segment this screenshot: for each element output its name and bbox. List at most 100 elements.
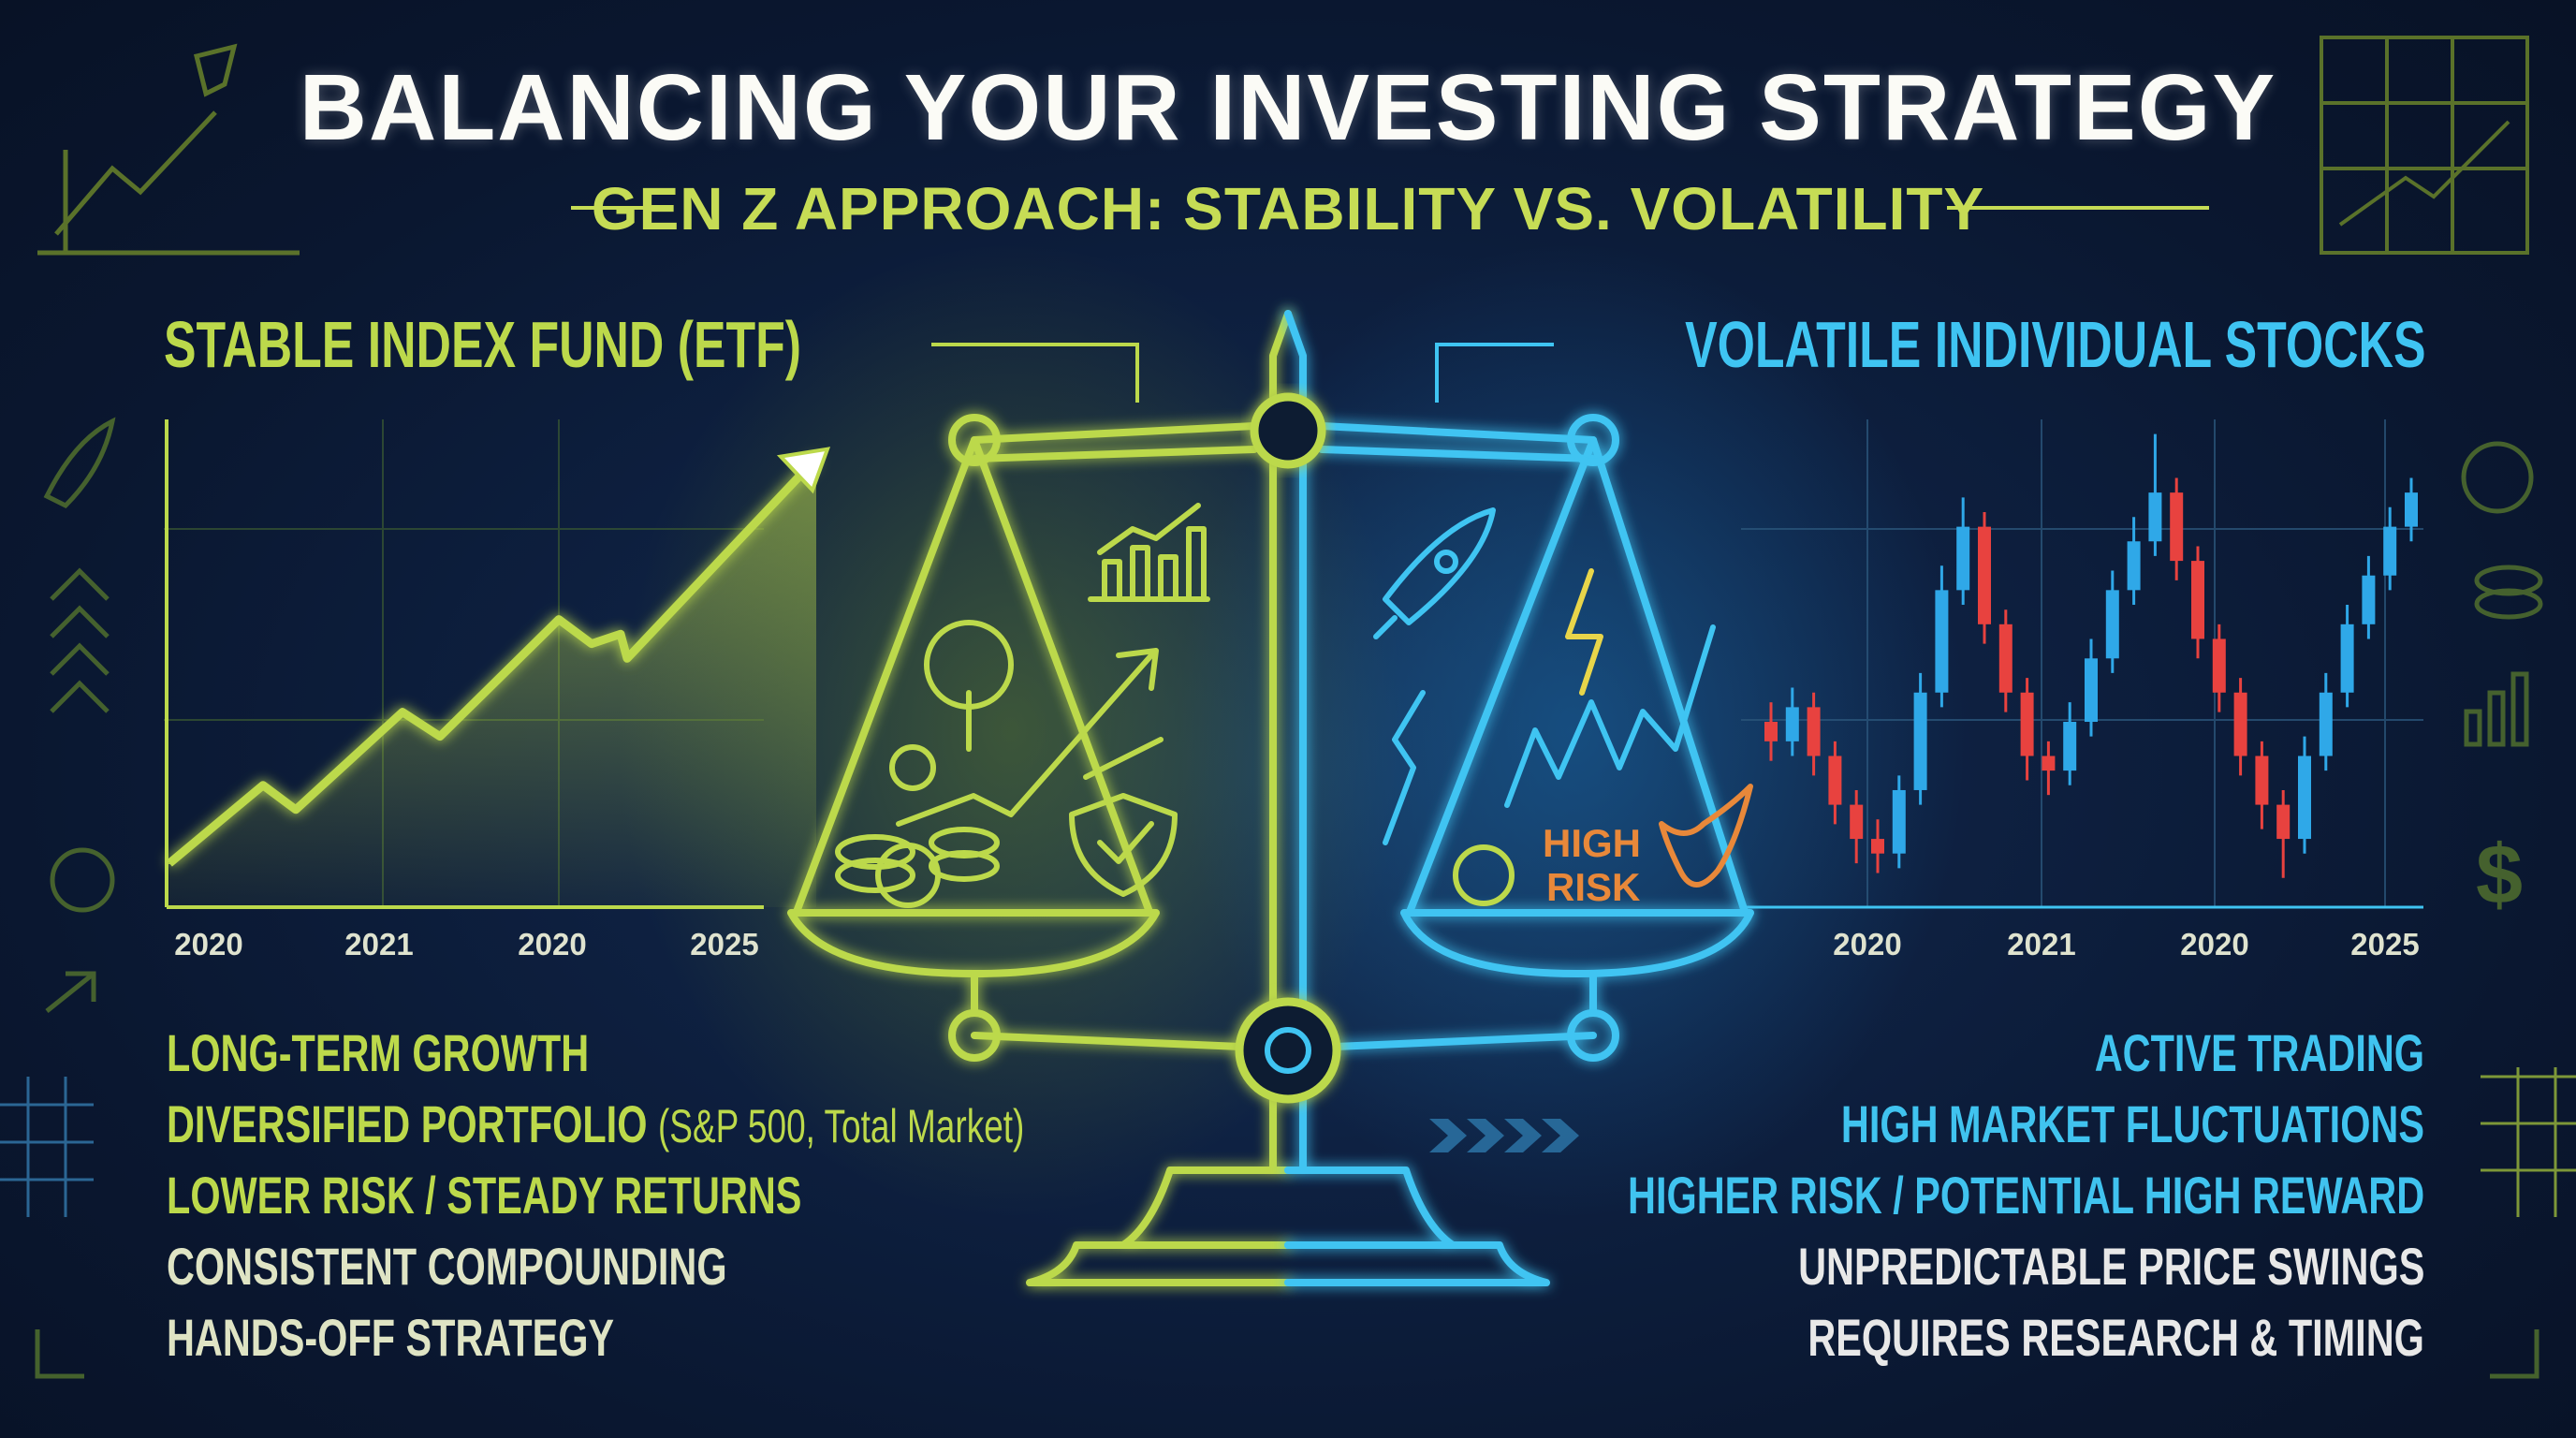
zigzag-icon [1504,624,1716,808]
candle [2105,570,2119,673]
scale-right-half [1284,310,1754,1286]
candle [1956,497,1970,605]
candle-body [1828,756,1842,805]
scale-left-half [787,310,1292,1286]
candle-body [1978,526,1991,624]
candle-body [2085,658,2098,723]
candle-body [1935,590,1949,693]
candle-body [1998,624,2012,693]
left-heading-connector [931,343,1139,403]
scale-top-pivot [1250,392,1326,469]
candle-body [1892,789,1906,854]
candle [1892,775,1906,869]
candle [2405,477,2418,542]
left-x-tick: 2020 [174,927,243,961]
trend-arrow-icon [896,648,1164,827]
candle-body [2105,590,2119,659]
right-side-icons: $ [2461,441,2576,1379]
candle-body [2298,756,2311,840]
growth-point [402,711,403,713]
rocket-icon [1373,507,1496,639]
page-subtitle: GEN Z APPROACH: STABILITY VS. VOLATILITY [591,175,1985,242]
candle [2298,736,2311,854]
coin-stack-icon [835,827,1000,908]
growth-point [626,657,628,660]
stable-point: LONG-TERM GROWTH [167,1023,590,1082]
tree-icon [924,620,1014,752]
growth-area [169,458,816,907]
growth-point [591,642,593,645]
right-x-tick: 2021 [2007,927,2076,961]
right-glow [1179,243,1966,1217]
candle-body [1850,804,1864,840]
candle [2063,702,2077,785]
chevron-up-icon [50,567,110,601]
top-right-bar-chart-icon [2320,36,2529,255]
right-heading-connector [1435,343,1554,403]
bar-chart-icon [1088,503,1210,602]
stable-point: HANDS-OFF STRATEGY [167,1308,615,1367]
left-stable-chart [164,419,831,909]
left-x-tick: 2020 [518,927,587,961]
candle-body [2405,492,2418,527]
bull-icon [1659,784,1753,888]
volatile-point: HIGHER RISK / POTENTIAL HIGH REWARD [1627,1166,2424,1225]
scale-lower-pivot [1235,997,1341,1104]
volatile-point: UNPREDICTABLE PRICE SWINGS [1797,1237,2424,1296]
candle [2255,741,2269,829]
left-x-tick: 2021 [344,927,414,961]
left-pan-icons [835,503,1210,908]
shield-check-icon [1069,793,1178,897]
candle [1828,741,1842,825]
right-x-tick: 2020 [2180,927,2249,961]
candle [2212,624,2226,712]
volatile-point: ACTIVE TRADING [2094,1023,2424,1082]
rocket-icon [193,43,238,97]
candle-body [2148,492,2162,542]
candle-body [2063,722,2077,771]
candle-body [1871,839,1884,854]
top-left-growth-icon [37,43,300,256]
candle-body [1956,526,1970,591]
candle [2319,672,2333,771]
growth-line [167,455,820,867]
grid-decor [2481,1067,2576,1217]
candle [2020,678,2034,781]
dollar-coin-icon [2461,441,2534,514]
growth-point [295,808,297,811]
high-risk-label-line1: HIGH [1543,821,1641,865]
candle-body [2170,492,2184,562]
volatile-point: HIGH MARKET FLUCTUATIONS [1840,1094,2424,1153]
right-x-tick: 2025 [2350,927,2420,961]
candle-body [1764,722,1778,741]
candle [2170,477,2184,580]
growth-point [168,862,170,865]
stable-point-note: (S&P 500, Total Market) [657,1100,1025,1152]
stable-point-label: DIVERSIFIED PORTFOLIO [167,1094,648,1153]
money-bag-icon [50,847,115,913]
candle-body [1785,707,1799,741]
growth-point [620,633,622,636]
candle-body [2255,756,2269,805]
candle [2148,433,2162,556]
candle-body [1807,707,1821,756]
candle-body [1913,692,1927,790]
volatile-heading: VOLATILE INDIVIDUAL STOCKS [1685,308,2426,381]
left-side-icons [0,417,116,1379]
chevron-up-icon [50,605,110,638]
candle [1850,789,1864,864]
candle [2276,789,2291,878]
growth-point [558,618,560,621]
candle [2191,546,2204,659]
right-volatile-chart [1741,419,2423,909]
candle [1807,692,1821,776]
dollar-coin-icon [889,744,936,791]
balance-scale: HIGH RISK [787,310,1754,1286]
right-chart-grid [1741,419,2423,907]
growth-arrowhead-icon [776,447,831,494]
stable-point: LOWER RISK / STEADY RETURNS [167,1166,802,1225]
chevron-arrows-icon [1429,1119,1579,1152]
candle [2042,741,2056,796]
candle [2383,506,2397,591]
